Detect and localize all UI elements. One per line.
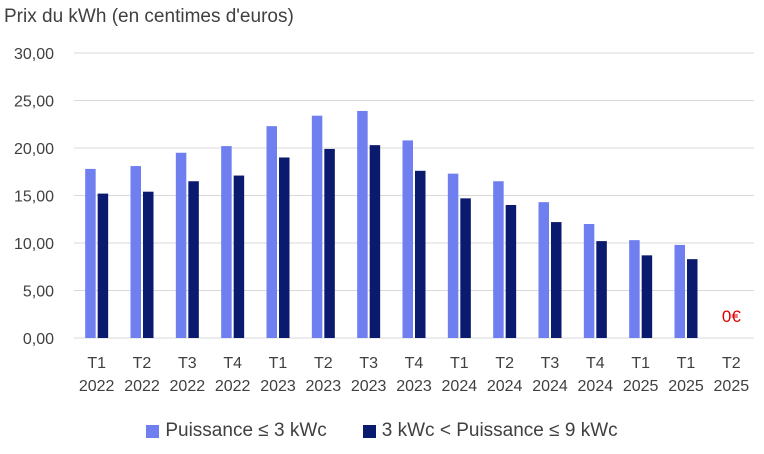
x-tick-label-year: 2024	[578, 378, 614, 395]
bar-series-2	[505, 205, 517, 338]
x-tick-label-quarter: T4	[405, 355, 424, 372]
bar-series-2	[188, 181, 199, 338]
x-tick-label-year: 2024	[487, 378, 523, 395]
y-tick-label: 25,00	[14, 94, 54, 111]
x-tick-label-quarter: T1	[87, 355, 106, 372]
x-tick-label-year: 2022	[215, 378, 251, 395]
x-tick-label-quarter: T3	[178, 355, 197, 372]
bar-series-2	[460, 198, 471, 338]
y-tick-label: 10,00	[14, 236, 54, 253]
x-tick-label-year: 2024	[442, 378, 478, 395]
x-tick-label-year: 2023	[306, 378, 342, 395]
legend-swatch-series-1	[146, 424, 160, 438]
legend-label-series-1: Puissance ≤ 3 kWc	[165, 420, 327, 441]
bar-series-2	[143, 191, 154, 338]
x-tick-label-year: 2023	[396, 378, 432, 395]
bar-series-1	[266, 126, 277, 339]
legend-item-series-2: 3 kWc < Puissance ≤ 9 kWc	[362, 420, 618, 442]
x-tick-label-year: 2023	[260, 378, 296, 395]
bar-series-2	[369, 145, 381, 338]
y-tick-label: 15,00	[14, 189, 54, 206]
bar-series-2	[596, 241, 607, 338]
bar-series-1	[447, 173, 459, 338]
x-tick-label-year: 2022	[170, 378, 206, 395]
y-tick-label: 5,00	[23, 284, 54, 301]
chart-title: Prix du kWh (en centimes d'euros)	[4, 6, 294, 27]
x-tick-label-quarter: T2	[495, 355, 514, 372]
bar-series-2	[97, 193, 109, 338]
x-tick-label-quarter: T4	[586, 355, 605, 372]
bar-series-1	[538, 202, 549, 338]
y-tick-label: 20,00	[14, 141, 54, 158]
x-tick-label-quarter: T1	[631, 355, 650, 372]
bar-series-1	[175, 152, 187, 338]
x-tick-label-quarter: T1	[677, 355, 696, 372]
bar-series-2	[324, 148, 335, 338]
x-tick-label-year: 2025	[623, 378, 659, 395]
bar-series-1	[583, 224, 595, 338]
bar-series-1	[674, 244, 685, 338]
bar-series-2	[551, 222, 562, 338]
bar-series-1	[629, 240, 640, 338]
bar-series-2	[687, 259, 698, 338]
bar-series-2	[641, 255, 653, 338]
y-tick-label: 30,00	[14, 46, 54, 63]
x-tick-label-quarter: T3	[359, 355, 378, 372]
x-tick-label-quarter: T4	[223, 355, 242, 372]
bar-series-1	[221, 146, 232, 338]
x-tick-label-quarter: T1	[450, 355, 469, 372]
bar-series-2	[279, 157, 290, 338]
x-tick-label-quarter: T1	[269, 355, 288, 372]
x-tick-label-year: 2022	[79, 378, 115, 395]
bar-series-1	[493, 181, 504, 338]
bar-series-1	[402, 140, 413, 338]
x-tick-label-quarter: T2	[133, 355, 152, 372]
legend-label-series-2: 3 kWc < Puissance ≤ 9 kWc	[381, 420, 618, 441]
x-tick-label-year: 2024	[532, 378, 568, 395]
bar-series-1	[311, 115, 323, 338]
x-tick-label-quarter: T2	[722, 355, 741, 372]
x-tick-label-year: 2025	[668, 378, 704, 395]
legend-item-series-1: Puissance ≤ 3 kWc	[146, 420, 327, 442]
x-tick-label-year: 2025	[714, 378, 750, 395]
x-tick-label-quarter: T2	[314, 355, 333, 372]
annotation-zero-price: 0€	[722, 307, 741, 326]
bar-series-2	[233, 175, 245, 338]
bar-series-1	[85, 168, 96, 338]
legend-swatch-series-2	[362, 424, 376, 438]
y-tick-label: 0,00	[23, 331, 54, 348]
bar-series-2	[415, 170, 426, 338]
x-tick-label-year: 2022	[124, 378, 160, 395]
bar-series-1	[130, 166, 141, 338]
x-tick-label-year: 2023	[351, 378, 387, 395]
bar-series-1	[357, 110, 368, 338]
x-tick-label-quarter: T3	[541, 355, 560, 372]
legend: Puissance ≤ 3 kWc 3 kWc < Puissance ≤ 9 …	[0, 420, 764, 442]
